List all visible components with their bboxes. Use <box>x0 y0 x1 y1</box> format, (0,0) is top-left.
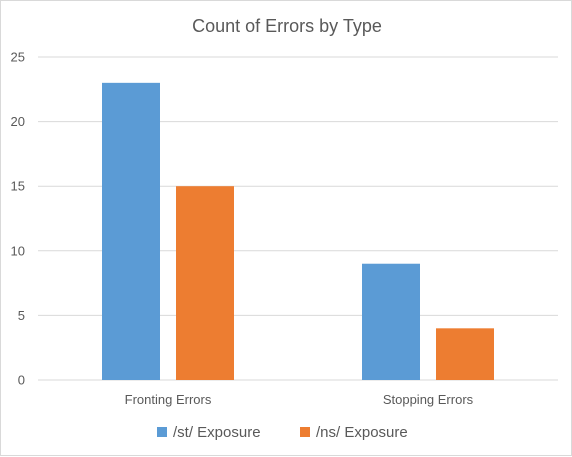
bar-fronting-errors-series-1 <box>176 186 234 380</box>
category-labels: Fronting Errors Stopping Errors <box>125 392 474 407</box>
legend-swatch <box>157 427 167 437</box>
y-tick-label: 10 <box>11 243 25 258</box>
legend: /st/ Exposure/ns/ Exposure <box>157 424 408 441</box>
y-tick-label: 0 <box>18 373 25 388</box>
y-axis-ticks: 0 5 10 15 20 25 <box>11 50 25 388</box>
category-label: Fronting Errors <box>125 392 212 407</box>
legend-label: /ns/ Exposure <box>316 424 408 441</box>
bars <box>102 82 494 380</box>
y-tick-label: 5 <box>18 308 25 323</box>
bar-stopping-errors-series-0 <box>362 263 420 380</box>
legend-swatch <box>300 427 310 437</box>
y-tick-label: 15 <box>11 179 25 194</box>
y-tick-label: 25 <box>11 50 25 65</box>
bar-stopping-errors-series-1 <box>436 328 494 380</box>
category-label: Stopping Errors <box>383 392 474 407</box>
bar-fronting-errors-series-0 <box>102 82 160 380</box>
chart-title: Count of Errors by Type <box>192 16 382 36</box>
legend-label: /st/ Exposure <box>173 424 261 441</box>
y-tick-label: 20 <box>11 114 25 129</box>
